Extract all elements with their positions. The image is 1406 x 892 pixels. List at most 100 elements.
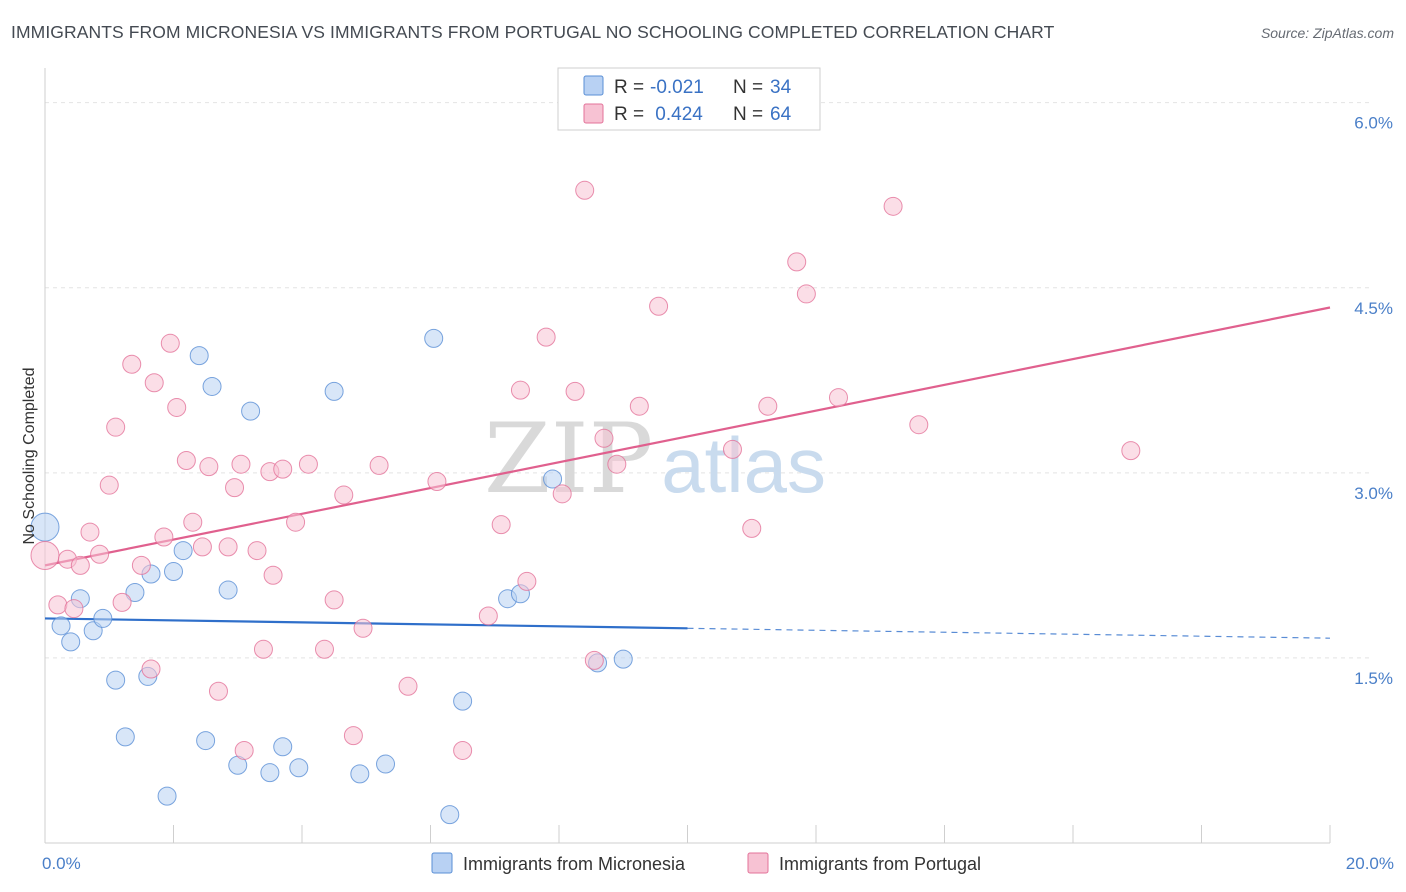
chart-title: IMMIGRANTS FROM MICRONESIA VS IMMIGRANTS… (11, 22, 1055, 42)
portugal-point-4 (70, 555, 90, 575)
series-swatch-portugal (747, 852, 769, 874)
portugal-point-52 (629, 396, 649, 416)
portugal-point-17 (176, 451, 196, 470)
portugal-point-18 (183, 512, 203, 532)
legend-swatch-portugal (583, 103, 604, 124)
gridlines (45, 102, 1370, 659)
portugal-point-31 (298, 454, 318, 474)
watermark: ZIP atlas (484, 403, 826, 515)
micronesia-point-26 (424, 328, 444, 348)
portugal-point-59 (828, 388, 848, 408)
portugal-point-50 (607, 454, 627, 474)
portugal-point-40 (453, 740, 473, 760)
portugal-point-9 (112, 592, 132, 612)
legend-n-value-2: 64 (770, 104, 792, 125)
micronesia-point-28 (453, 691, 473, 711)
portugal-point-19 (192, 537, 212, 557)
micronesia-point-12 (164, 562, 183, 582)
micronesia-point-22 (289, 758, 309, 778)
portugal-point-48 (575, 180, 595, 200)
portugal-point-39 (427, 471, 447, 491)
micronesia-point-16 (202, 376, 222, 396)
portugal-point-5 (80, 522, 100, 542)
portugal-point-43 (510, 380, 530, 400)
micronesia-point-24 (350, 764, 370, 784)
portugal-point-44 (517, 571, 537, 591)
legend-n-label-1: N = (733, 77, 763, 98)
portugal-point-61 (909, 415, 929, 435)
portugal-point-28 (263, 565, 283, 585)
micronesia-point-5 (93, 608, 113, 628)
portugal-point-47 (565, 381, 585, 401)
y-tick-label-3: 6.0% (1354, 114, 1393, 133)
portugal-point-45 (536, 327, 556, 347)
micronesia-point-31 (543, 469, 563, 489)
portugal-point-21 (208, 681, 228, 701)
portugal-point-0 (30, 541, 60, 571)
portugal-point-25 (247, 541, 267, 561)
portugal-point-33 (324, 590, 344, 610)
portugal-point-55 (742, 518, 762, 538)
micronesia-point-6 (106, 670, 126, 690)
portugal-point-42 (491, 515, 511, 535)
data-points (30, 180, 1141, 825)
portugal-point-13 (144, 373, 164, 393)
y-tick-label-1: 3.0% (1354, 484, 1393, 503)
micronesia-trend-extension (687, 627, 1331, 639)
portugal-point-38 (398, 676, 418, 696)
micronesia-point-25 (376, 754, 396, 774)
portugal-point-22 (218, 537, 238, 557)
legend-r-label-2: R = (614, 104, 644, 125)
portugal-point-37 (369, 455, 389, 475)
portugal-point-32 (314, 639, 334, 659)
legend-r-value-2: 0.424 (650, 104, 703, 125)
portugal-point-24 (231, 454, 251, 474)
legend-n-value-1: 34 (770, 77, 792, 98)
micronesia-point-20 (260, 763, 280, 783)
portugal-point-62 (1121, 441, 1141, 461)
portugal-point-60 (883, 196, 903, 216)
y-axis-label: No Schooling Completed (21, 368, 38, 545)
micronesia-point-14 (189, 346, 209, 366)
portugal-point-41 (478, 606, 498, 626)
portugal-point-6 (90, 544, 110, 564)
portugal-point-46 (552, 484, 572, 504)
micronesia-point-23 (324, 381, 344, 401)
portugal-point-14 (154, 527, 174, 547)
portugal-point-20 (199, 457, 219, 477)
source-credit: Source: ZipAtlas.com (1260, 25, 1394, 41)
legend-n-label-2: N = (733, 104, 763, 125)
micronesia-point-2 (61, 632, 81, 652)
portugal-point-7 (99, 475, 119, 495)
portugal-point-54 (722, 439, 742, 459)
portugal-trend-line (44, 306, 1331, 567)
portugal-point-49 (594, 428, 614, 448)
micronesia-point-8 (125, 583, 145, 603)
portugal-point-1 (48, 595, 68, 615)
legend-r-label-1: R = (614, 77, 644, 98)
portugal-point-56 (758, 396, 778, 416)
portugal-point-11 (131, 555, 151, 575)
portugal-point-63 (234, 740, 254, 760)
series-label-micronesia: Immigrants from Micronesia (463, 854, 686, 874)
portugal-point-3 (64, 599, 84, 619)
micronesia-point-19 (241, 401, 261, 421)
axes (44, 68, 1331, 844)
x-tick-label-0: 0.0% (42, 854, 81, 873)
portugal-point-51 (584, 650, 604, 670)
portugal-point-23 (225, 478, 245, 498)
micronesia-point-15 (196, 731, 216, 751)
micronesia-point-33 (613, 649, 633, 669)
portugal-point-29 (273, 459, 293, 479)
micronesia-point-1 (51, 616, 71, 636)
portugal-point-58 (796, 284, 816, 304)
y-tick-label-2: 4.5% (1354, 299, 1393, 318)
watermark-atlas: atlas (661, 421, 826, 509)
legend-r-value-1: -0.021 (650, 77, 704, 98)
portugal-point-10 (122, 354, 142, 374)
portugal-point-26 (253, 639, 273, 659)
portugal-point-34 (334, 485, 354, 505)
micronesia-point-13 (173, 541, 193, 561)
y-tick-label-0: 1.5% (1354, 669, 1393, 688)
